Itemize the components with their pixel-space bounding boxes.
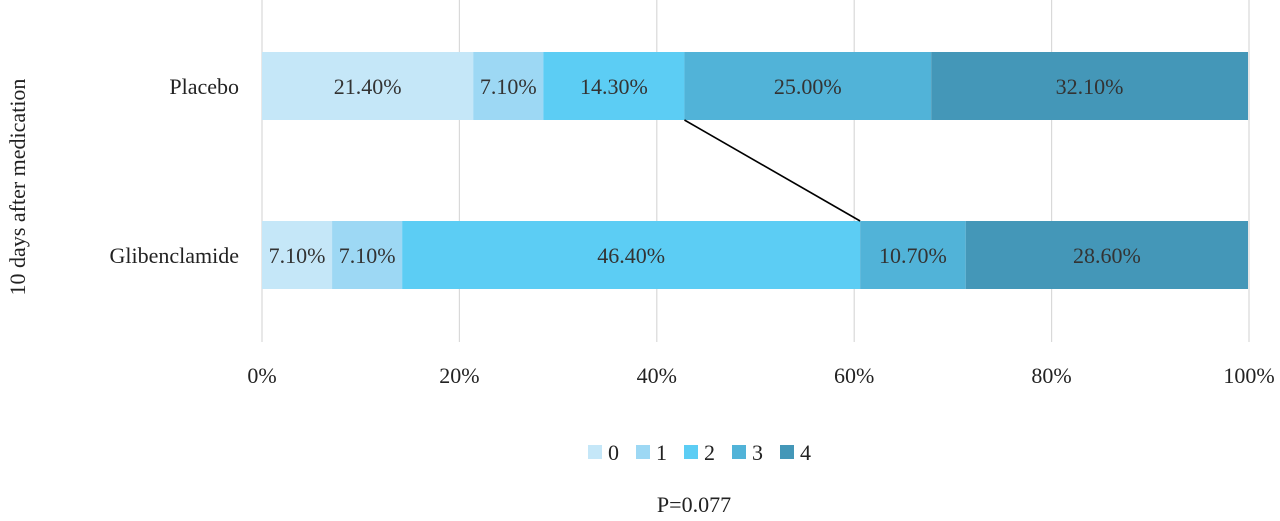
segment-label: 21.40% [334,74,402,99]
bar-segment [262,52,474,120]
segment-label: 10.70% [879,243,947,268]
segment-label: 46.40% [597,243,665,268]
segment-label: 25.00% [774,74,842,99]
bar-segment [402,221,861,289]
bars [262,52,1249,289]
connector-line [684,119,861,222]
segment-label: 14.30% [580,74,648,99]
legend-swatch [636,445,650,459]
legend-label: 0 [608,440,619,465]
x-tick-label: 100% [1223,363,1274,388]
segment-label: 32.10% [1056,74,1124,99]
p-value-annotation: P=0.077 [657,492,731,517]
bar-segment [684,52,932,120]
x-tick-label: 0% [247,363,276,388]
bar-segment [473,52,544,120]
bar-segment [860,221,966,289]
legend: 0 1 2 3 4 [588,440,811,465]
x-tick-label: 80% [1031,363,1071,388]
x-axis-ticks: 0% 20% 40% 60% 80% 100% [247,363,1274,388]
segment-labels: 21.40% 7.10% 14.30% 25.00% 32.10% 7.10% 7.10% 4… [269,74,1141,268]
legend-swatch [780,445,794,459]
y-axis-label: 10 days after medication [5,79,30,296]
category-label: Placebo [169,74,239,99]
segment-label: 28.60% [1073,243,1141,268]
segment-label: 7.10% [339,243,396,268]
gridlines [261,0,1250,342]
x-tick-label: 40% [637,363,677,388]
legend-label: 4 [800,440,811,465]
connector-line-segment [684,119,861,222]
legend-swatch [588,445,602,459]
legend-swatch [732,445,746,459]
legend-label: 2 [704,440,715,465]
segment-label: 7.10% [480,74,537,99]
segment-label: 7.10% [269,243,326,268]
legend-swatch [684,445,698,459]
category-labels: Placebo Glibenclamide [109,74,239,268]
bar-segment [332,221,403,289]
bar-segment [262,221,333,289]
legend-label: 1 [656,440,667,465]
bar-segment [965,221,1249,289]
legend-label: 3 [752,440,763,465]
x-tick-label: 60% [834,363,874,388]
bar-segment [931,52,1249,120]
bar-segment [543,52,685,120]
category-label: Glibenclamide [109,243,239,268]
x-tick-label: 20% [439,363,479,388]
